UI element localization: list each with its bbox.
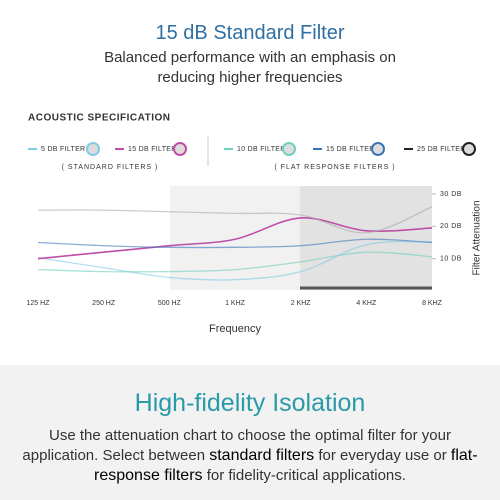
x-tick-label: 125 HZ (27, 300, 51, 307)
legend-label: 15 DB FILTER (128, 146, 177, 153)
legend-label: 10 DB FILTER (237, 146, 286, 153)
legend-icon (462, 142, 476, 156)
text: for fidelity-critical applications. (202, 467, 406, 484)
x-tick-label: 4 KHZ (356, 300, 377, 307)
y-axis-label: Filter Attenuation (472, 200, 483, 275)
y-tick-label: 20 DB (440, 223, 462, 230)
legend-icon (371, 142, 385, 156)
emphasis: flat-response filters (94, 447, 478, 484)
legend-label: 5 DB FILTER (41, 146, 85, 153)
series-line (37, 206, 433, 234)
title: 15 dB Standard Filter (155, 22, 345, 44)
y-tick-label: 10 DB (440, 256, 462, 263)
group-label: ( STANDARD FILTERS ) (62, 164, 159, 171)
section-label: ACOUSTIC SPECIFICATION (28, 113, 170, 124)
x-tick-label: 8 KHZ (422, 300, 443, 307)
x-tick-label: 2 KHZ (291, 300, 312, 307)
text: for everyday use or (314, 447, 451, 464)
series-line (37, 217, 433, 260)
legend-icon (86, 142, 100, 156)
footer-text: Use the attenuation chart to choose the … (20, 426, 480, 486)
band (300, 186, 432, 290)
emphasis: standard filters (209, 447, 315, 464)
chart: ACOUSTIC SPECIFICATION ( STANDARD FILTER… (27, 113, 483, 335)
chart-section: 15 dB Standard Filter Balanced performan… (27, 22, 483, 335)
series-line (37, 240, 433, 281)
x-tick-label: 1 KHZ (225, 300, 246, 307)
legend-label: 25 DB FILTER (417, 146, 466, 153)
series-line (37, 238, 433, 249)
text: Use the attenuation chart to choose the … (22, 427, 451, 464)
legend-icon (173, 142, 187, 156)
legend-icon (282, 142, 296, 156)
y-tick-label: 30 DB (440, 191, 462, 198)
x-axis-label: Frequency (209, 323, 261, 335)
footer: High-fidelity Isolation Use the attenuat… (0, 365, 500, 500)
series-line (37, 251, 433, 273)
band (170, 186, 300, 290)
subtitle: Balanced performance with an emphasis on… (104, 49, 396, 86)
group-label: ( FLAT RESPONSE FILTERS ) (274, 164, 395, 171)
x-tick-label: 500 HZ (158, 300, 182, 307)
x-tick-label: 250 HZ (92, 300, 116, 307)
footer-title: High-fidelity Isolation (134, 389, 366, 417)
legend-label: 15 DB FILTER (326, 146, 375, 153)
